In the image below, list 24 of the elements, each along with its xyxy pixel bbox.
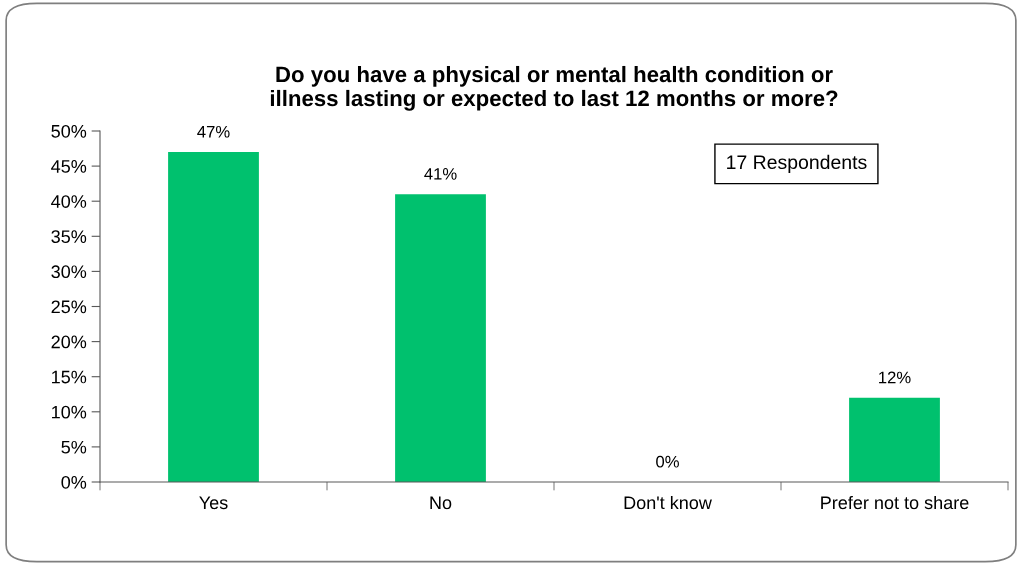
y-tick-label: 0% [61, 475, 87, 489]
y-tick-label: 5% [61, 440, 87, 454]
data-label: 41% [424, 168, 457, 180]
x-tick-label: Don't know [624, 495, 712, 510]
y-tick-label: 50% [51, 124, 87, 138]
annotation: 17 Respondents [727, 154, 867, 173]
y-tick-label: 10% [52, 405, 87, 419]
y-tick-label: 20% [51, 335, 87, 349]
y-tick-label: 30% [51, 265, 87, 279]
data-label: 0% [656, 455, 679, 468]
y-tick-label: 35% [51, 230, 87, 244]
y-tick-label: 45% [51, 160, 87, 173]
y-tick-label: 40% [51, 195, 87, 208]
bar [168, 152, 259, 482]
chart-title: Do you have a physical or mental health condition or illness lasting or expected to last 12 months or more? [270, 65, 838, 111]
data-label: 12% [879, 371, 911, 384]
y-tick-label: 15% [52, 370, 87, 384]
bar [395, 194, 486, 482]
data-label: 47% [197, 125, 230, 138]
bar [849, 397, 940, 482]
x-tick-label: No [430, 496, 452, 510]
y-tick-label: 25% [51, 300, 87, 314]
x-tick-label: Prefer not to share [821, 495, 969, 510]
x-tick-label: Yes [199, 496, 228, 510]
